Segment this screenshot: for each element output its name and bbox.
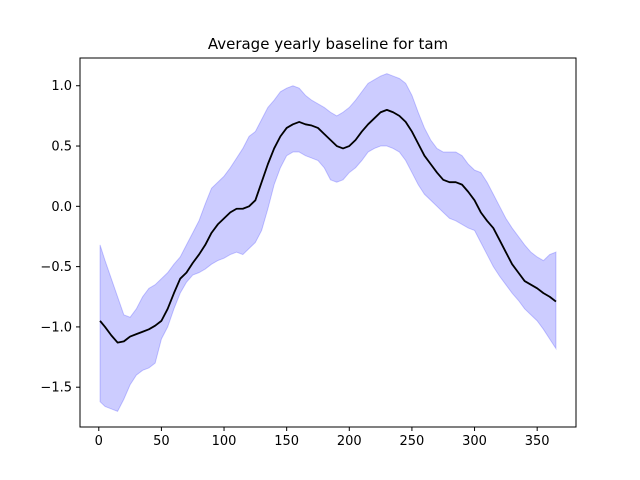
- y-tick-label: −1.5: [40, 381, 72, 396]
- x-axis-ticks: 0 50 100 150 200 250 300 350: [95, 427, 550, 449]
- mean-line-layer: [99, 108, 557, 344]
- chart-title: Average yearly baseline for tam: [208, 35, 448, 53]
- y-tick-label: 1.0: [51, 79, 72, 94]
- x-tick-label: 350: [525, 434, 550, 449]
- confidence-band-layer: [99, 73, 557, 412]
- x-tick-label: 100: [212, 434, 237, 449]
- confidence-band: [99, 73, 557, 412]
- y-axis-ticks: 1.0 0.5 0.0 −0.5 −1.0 −1.5: [40, 79, 80, 396]
- plot-frame: [79, 57, 577, 428]
- x-tick-label: 50: [153, 434, 170, 449]
- x-tick-label: 300: [462, 434, 487, 449]
- mean-series-line: [99, 108, 557, 344]
- x-tick-label: 250: [400, 434, 425, 449]
- y-tick-label: 0.5: [51, 140, 72, 155]
- y-tick-label: −1.0: [40, 320, 72, 335]
- y-tick-label: −0.5: [40, 260, 72, 275]
- x-tick-label: 200: [337, 434, 362, 449]
- x-tick-label: 0: [95, 434, 103, 449]
- x-tick-label: 150: [274, 434, 299, 449]
- y-tick-label: 0.0: [51, 200, 72, 215]
